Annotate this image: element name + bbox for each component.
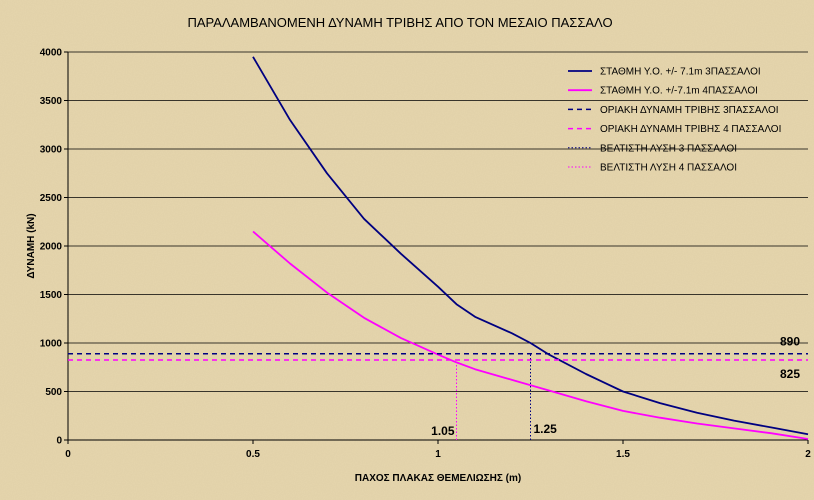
chart-title: ΠΑΡΑΛΑΜΒΑΝΟΜΕΝΗ ΔΥΝΑΜΗ ΤΡΙΒΗΣ ΑΠΟ ΤΟΝ ΜΕ… xyxy=(187,15,612,30)
x-axis-title: ΠΑΧΟΣ ΠΛΑΚΑΣ ΘΕΜΕΛΙΩΣΗΣ (m) xyxy=(355,473,521,484)
legend: ΣΤΑΘΜΗ Υ.Ο. +/- 7.1m 3ΠΑΣΣΑΛΟΙ ΣΤΑΘΜΗ Υ.Ο… xyxy=(568,67,781,174)
y-tick-label: 4000 xyxy=(40,48,63,59)
annotation-label: 1.25 xyxy=(534,422,558,436)
series-line-2 xyxy=(252,230,809,440)
legend-label-1: ΣΤΑΘΜΗ Υ.Ο. +/- 7.1m 3ΠΑΣΣΑΛΟΙ xyxy=(600,67,761,78)
annotations: 890 825 1.05 1.25 xyxy=(431,335,800,438)
y-tick-label: 0 xyxy=(56,436,62,447)
y-tick-label: 2500 xyxy=(40,193,63,204)
legend-label-5: ΒΕΛΤΙΣΤΗ ΛΥΣΗ 3 ΠΑΣΣΑΛΟΙ xyxy=(600,143,737,154)
legend-label-6: ΒΕΛΤΙΣΤΗ ΛΥΣΗ 4 ΠΑΣΣΑΛΟΙ xyxy=(600,163,737,174)
gridlines xyxy=(68,51,808,392)
annotation-label: 1.05 xyxy=(431,424,455,438)
y-axis-title: ΔΥΝΑΜΗ (kN) xyxy=(26,213,37,278)
y-tick-label: 500 xyxy=(45,387,62,398)
y-tick-label: 3000 xyxy=(40,145,63,156)
y-tick-label: 2000 xyxy=(40,242,63,253)
tick-labels: 0 500 1000 1500 2000 2500 3000 3500 4000 0 0.5 1 1.5… xyxy=(40,48,811,461)
x-tick-label: 2 xyxy=(805,449,811,460)
legend-label-3: ΟΡΙΑΚΗ ΔΥΝΑΜΗ ΤΡΙΒΗΣ 3ΠΑΣΣΑΛΟΙ xyxy=(600,105,779,116)
series-line-1 xyxy=(252,56,809,436)
x-tick-label: 0.5 xyxy=(246,449,260,460)
x-tick-label: 1.5 xyxy=(616,449,630,460)
series-layer xyxy=(68,56,809,440)
legend-label-4: ΟΡΙΑΚΗ ΔΥΝΑΜΗ ΤΡΙΒΗΣ 4 ΠΑΣΣΑΛΟΙ xyxy=(600,124,781,135)
x-tick-label: 1 xyxy=(435,449,441,460)
y-tick-label: 1500 xyxy=(40,290,63,301)
annotation-label: 825 xyxy=(780,367,800,381)
legend-label-2: ΣΤΑΘΜΗ Υ.Ο. +/-7.1m 4ΠΑΣΣΑΛΟΙ xyxy=(600,86,758,97)
annotation-label: 890 xyxy=(780,335,800,349)
y-tick-label: 1000 xyxy=(40,339,63,350)
y-tick-label: 3500 xyxy=(40,96,63,107)
x-tick-label: 0 xyxy=(65,449,71,460)
axes xyxy=(64,51,809,444)
